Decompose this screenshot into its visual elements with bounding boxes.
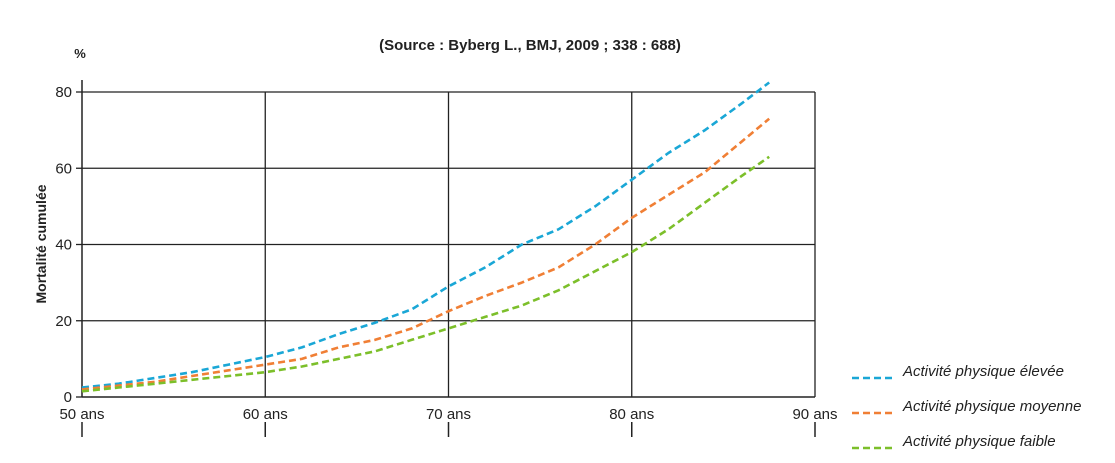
series-line-0 bbox=[81, 81, 770, 389]
axes bbox=[76, 80, 816, 437]
legend-label-1: Activité physique moyenne bbox=[902, 398, 1081, 415]
chart-subtitle: (Source : Byberg L., BMJ, 2009 ; 338 : 6… bbox=[379, 37, 681, 54]
series-line-2 bbox=[81, 155, 770, 393]
series-line-1 bbox=[81, 117, 771, 391]
x-tick-label-60: 60 ans bbox=[243, 406, 288, 423]
y-tick-label-80: 80 bbox=[55, 84, 72, 101]
x-tick-label-80: 80 ans bbox=[609, 406, 654, 423]
y-tick-label-60: 60 bbox=[55, 160, 72, 177]
y-tick-label-0: 0 bbox=[64, 389, 72, 406]
x-tick-label-50: 50 ans bbox=[59, 406, 104, 423]
tick-labels: 0 20 40 60 80 50 ans 60 ans 70 ans 80 ans 90 ans bbox=[55, 84, 837, 423]
legend-label-2: Activité physique faible bbox=[902, 433, 1056, 450]
y-axis-label: Mortalité cumulée bbox=[33, 184, 49, 303]
legend-label-0: Activité physique élevée bbox=[902, 363, 1064, 380]
x-tick-label-70: 70 ans bbox=[426, 406, 471, 423]
y-tick-label-40: 40 bbox=[55, 237, 72, 254]
y-tick-label-20: 20 bbox=[55, 313, 72, 330]
y-unit-label: % bbox=[74, 46, 86, 61]
series-lines bbox=[81, 81, 771, 393]
grid bbox=[82, 91, 816, 397]
legend: Activité physique élevée Activité physiqu… bbox=[852, 363, 1081, 450]
x-tick-label-90: 90 ans bbox=[792, 406, 837, 423]
